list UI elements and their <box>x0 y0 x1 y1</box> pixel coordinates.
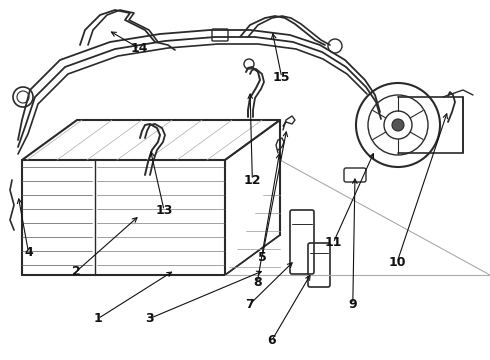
Text: 6: 6 <box>268 334 276 347</box>
Text: 5: 5 <box>258 251 267 264</box>
Text: 9: 9 <box>348 298 357 311</box>
Text: 8: 8 <box>253 276 262 289</box>
Text: 1: 1 <box>94 312 102 325</box>
Text: 10: 10 <box>388 256 406 269</box>
Text: 14: 14 <box>131 42 148 55</box>
Text: 15: 15 <box>273 71 291 84</box>
Text: 7: 7 <box>245 298 254 311</box>
Text: 11: 11 <box>324 237 342 249</box>
Circle shape <box>392 119 404 131</box>
Text: 13: 13 <box>155 204 173 217</box>
Text: 2: 2 <box>72 265 80 278</box>
Text: 4: 4 <box>24 246 33 258</box>
Text: 12: 12 <box>244 174 261 186</box>
Text: 3: 3 <box>145 312 154 325</box>
